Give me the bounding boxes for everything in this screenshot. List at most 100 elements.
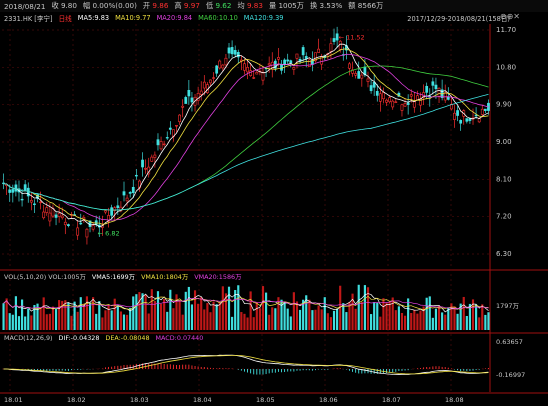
volume-bar [366, 287, 370, 330]
macd-axis-mid: -0.16997 [496, 371, 525, 379]
volume-bar [159, 303, 163, 330]
close-icon[interactable]: ✕ [513, 12, 520, 21]
vma10-value: VMA10:1804万 [141, 273, 189, 281]
symbol-label[interactable]: 2331.HK [李宁] [4, 15, 53, 23]
candle-body [431, 81, 435, 86]
candle-body [110, 207, 114, 216]
volume-bar [224, 293, 228, 330]
candle-body [286, 59, 290, 62]
volume-bar [462, 296, 465, 330]
zoom-out-icon[interactable]: ⊖ [499, 12, 507, 21]
volume-bar [36, 303, 39, 330]
candle-body [156, 139, 160, 146]
volume-bar [107, 305, 110, 330]
volume-bar [373, 302, 376, 330]
volume-bar [363, 285, 366, 330]
candle-body [190, 97, 194, 103]
volume-bar [261, 286, 265, 330]
candle-body [277, 57, 280, 60]
volume-bar [187, 286, 190, 330]
candle-body [8, 189, 12, 193]
candle-body [202, 81, 206, 89]
candle-body [289, 60, 293, 64]
candle-body [181, 105, 185, 108]
volume-bar [441, 312, 444, 330]
volume-bar [264, 292, 268, 330]
candle-body [215, 65, 219, 74]
candle-body [144, 168, 148, 170]
volume-bar [70, 315, 73, 330]
volume-bar [481, 304, 484, 330]
volume-bar [5, 298, 8, 330]
volume-bar [104, 310, 107, 330]
period-label[interactable]: 日线 [58, 15, 72, 23]
candle-body [335, 33, 339, 41]
candle-body [91, 225, 95, 230]
volume-bar [465, 315, 468, 330]
candle-body [252, 77, 256, 79]
volume-bar [132, 296, 135, 330]
volume-bar [88, 302, 92, 330]
volume-bar [336, 308, 339, 330]
volume-bar [110, 310, 113, 330]
volume-bar [51, 306, 55, 330]
volume-bar [138, 292, 141, 330]
volume-bar [76, 311, 79, 330]
volume-bar [237, 285, 240, 330]
candle-body [54, 214, 58, 218]
volume-bar [339, 285, 342, 330]
price-tick-label: 8.10 [496, 175, 512, 183]
volume-bar [240, 312, 243, 330]
change-label: 幅 [82, 1, 91, 10]
volume-bar [388, 301, 391, 330]
candle-body [150, 156, 154, 162]
volume-bar [206, 303, 209, 330]
volume-bar [144, 294, 147, 330]
volume-bar [280, 299, 283, 330]
candle-body [168, 127, 172, 130]
time-tick-label: 18.04 [193, 396, 212, 404]
range-controls[interactable]: ⊖⊕✕ [500, 12, 520, 21]
close-label: 收 [51, 1, 59, 10]
candle-body [175, 125, 178, 127]
volume-bar [27, 308, 30, 330]
volume-bar [320, 309, 323, 330]
vma20-line [3, 297, 489, 309]
volume-bar [487, 312, 490, 330]
candle-body [131, 186, 135, 193]
volume-bar [326, 313, 329, 330]
volume-bar [122, 314, 126, 330]
candle-body [57, 213, 61, 217]
volume-bar [20, 299, 24, 330]
volume-bar [42, 297, 45, 330]
volume-bar [348, 302, 351, 330]
ma-legend: 2331.HK [李宁] 日线 MA5:9.83 MA10:9.77 MA20:… [0, 13, 548, 23]
time-tick-label: 18.01 [4, 396, 23, 404]
candle-body [196, 93, 200, 101]
zoom-in-icon[interactable]: ⊕ [506, 12, 514, 21]
volume-bar [444, 314, 447, 330]
candle-body [483, 108, 487, 111]
candle-body [187, 90, 191, 97]
candle-body [456, 110, 459, 116]
volume-bar [175, 294, 178, 330]
volume-bar [129, 308, 132, 330]
volume-bar [410, 312, 413, 330]
high-annotation: ← 11.52 [339, 33, 365, 41]
volume-bar [243, 313, 246, 330]
time-tick-label: 18.06 [319, 396, 338, 404]
candle-body [295, 53, 299, 59]
volume-bar [484, 314, 487, 330]
candle-body [20, 198, 24, 201]
candle-body [437, 87, 441, 97]
macd-axis-top: 0.63657 [496, 338, 523, 346]
volume-bar [360, 301, 363, 330]
volume-bar [169, 289, 172, 330]
candle-body [314, 52, 317, 62]
volume-bar [215, 304, 218, 330]
volume-bar [391, 297, 394, 330]
volume-bar [456, 313, 459, 330]
volume-bar [153, 301, 156, 330]
candle-body [249, 70, 253, 76]
